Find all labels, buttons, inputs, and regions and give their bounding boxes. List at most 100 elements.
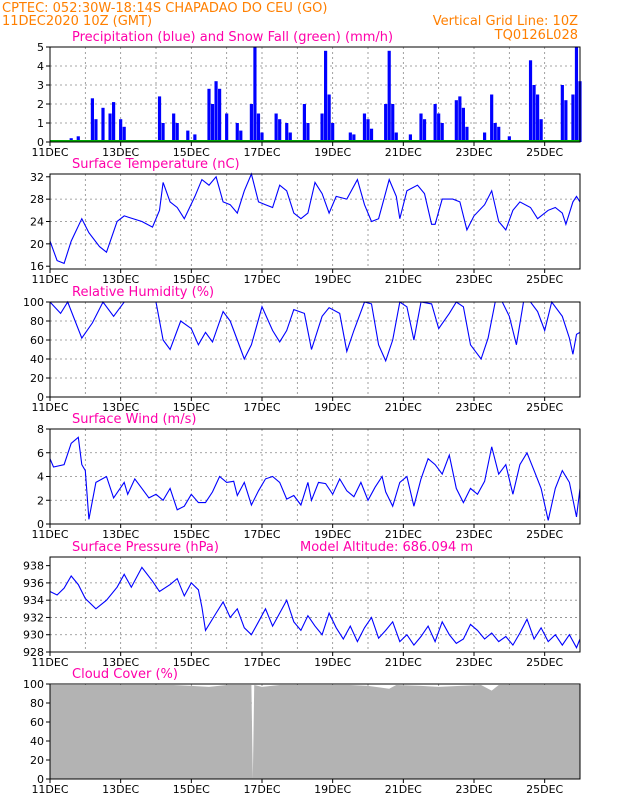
rh-xtick-label: 11DEC — [31, 401, 68, 414]
wind-ytick-label: 0 — [37, 518, 44, 531]
pressure-xtick-label: 25DEC — [526, 656, 563, 669]
precip-xtick-label: 23DEC — [455, 146, 492, 159]
precip-bar — [274, 113, 278, 142]
rh-ytick-label: 60 — [30, 334, 44, 347]
precip-bar — [256, 113, 261, 142]
wind-xtick-label: 23DEC — [455, 528, 492, 541]
cloud-title: Cloud Cover (%) — [72, 667, 178, 682]
precip-bar — [507, 136, 511, 142]
precip-bar — [278, 119, 282, 142]
wind-xtick-label: 19DEC — [314, 528, 351, 541]
precip-bar — [218, 88, 222, 142]
precip-bar — [440, 123, 444, 142]
cloud-area — [50, 684, 580, 779]
precip-bar — [387, 50, 391, 142]
rh-xtick-label: 17DEC — [243, 401, 280, 414]
precip-frame — [49, 46, 581, 143]
wind-xtick-label: 13DEC — [102, 528, 139, 541]
temp-ytick-label: 16 — [30, 260, 44, 273]
precip-bar — [172, 113, 176, 142]
temp-xtick-label: 25DEC — [526, 273, 563, 286]
temp-frame — [49, 173, 581, 270]
precip-xtick-label: 19DEC — [314, 146, 351, 159]
precip-xtick-label: 13DEC — [102, 146, 139, 159]
precip-bar — [394, 132, 398, 142]
precip-bar — [76, 136, 80, 142]
precip-bar — [419, 113, 423, 142]
precip-bar — [90, 98, 94, 142]
pressure-xtick-label: 15DEC — [173, 656, 210, 669]
precip-bar — [497, 126, 501, 142]
precip-bar — [112, 102, 116, 142]
pressure-ytick-label: 938 — [23, 560, 44, 573]
cloud-xtick-label: 25DEC — [526, 783, 563, 796]
precip-xtick-label: 25DEC — [526, 146, 563, 159]
precip-bar — [433, 104, 437, 142]
precip-bar — [422, 119, 427, 142]
wind-xtick-label: 11DEC — [31, 528, 68, 541]
precip-bar — [493, 123, 497, 142]
cloud-xtick-label: 15DEC — [173, 783, 210, 796]
precip-bar — [101, 107, 105, 142]
temp-xtick-label: 13DEC — [102, 273, 139, 286]
precip-bar — [384, 104, 388, 142]
precip-bar — [302, 104, 306, 142]
precip-bar — [210, 104, 215, 142]
precip-xtick-label: 11DEC — [31, 146, 68, 159]
wind-xtick-label: 17DEC — [243, 528, 280, 541]
wind-title: Surface Wind (m/s) — [72, 412, 196, 427]
precip-bar — [483, 132, 487, 142]
pressure-frame — [49, 556, 581, 653]
temp-xtick-label: 21DEC — [385, 273, 422, 286]
precip-bar — [285, 123, 289, 142]
precip-bar — [366, 119, 370, 142]
pressure-xtick-label: 11DEC — [31, 656, 68, 669]
precip-bar — [331, 123, 335, 142]
precip-bar — [108, 113, 112, 142]
wind-ytick-label: 4 — [37, 471, 44, 484]
header-grid-note: Vertical Grid Line: 10Z — [433, 14, 578, 29]
precip-bar — [161, 123, 165, 142]
pressure-xtick-label: 13DEC — [102, 656, 139, 669]
temp-title: Surface Temperature (nC) — [72, 157, 240, 172]
precip-ytick-label: 4 — [37, 60, 44, 73]
precip-bar — [306, 123, 310, 142]
precip-bar — [391, 104, 395, 142]
header-model-code: TQ0126L028 — [494, 28, 578, 43]
precip-bar — [94, 119, 98, 142]
temp-xtick-label: 23DEC — [455, 273, 492, 286]
precip-bar — [207, 88, 211, 142]
rh-frame — [49, 301, 581, 398]
precip-bar — [320, 113, 324, 142]
pressure-xtick-label: 23DEC — [455, 656, 492, 669]
cloud-ytick-label: 80 — [30, 697, 44, 710]
rh-xtick-label: 19DEC — [314, 401, 351, 414]
pressure-ytick-label: 930 — [23, 629, 44, 642]
pressure-xtick-label: 21DEC — [385, 656, 422, 669]
precip-bar — [458, 96, 462, 142]
precip-bar — [536, 94, 540, 142]
pressure-ytick-label: 928 — [23, 646, 44, 659]
precip-ytick-label: 3 — [37, 79, 44, 92]
rh-ytick-label: 20 — [30, 372, 44, 385]
rh-xtick-label: 13DEC — [102, 401, 139, 414]
header-station: CPTEC: 052:30W-18:14S CHAPADAO DO CEU (G… — [2, 1, 327, 16]
temp-xtick-label: 19DEC — [314, 273, 351, 286]
temp-xtick-label: 15DEC — [173, 273, 210, 286]
precip-ytick-label: 5 — [37, 41, 44, 54]
precip-ytick-label: 2 — [37, 98, 44, 111]
temp-ytick-label: 20 — [30, 238, 44, 251]
cloud-ytick-label: 60 — [30, 716, 44, 729]
temp-xtick-label: 17DEC — [243, 273, 280, 286]
cloud-frame — [49, 683, 581, 780]
cloud-ytick-label: 40 — [30, 735, 44, 748]
rh-xtick-label: 23DEC — [455, 401, 492, 414]
precip-bar — [539, 119, 543, 142]
pressure-ytick-label: 936 — [23, 577, 44, 590]
precip-bar — [288, 132, 292, 142]
cloud-ytick-label: 0 — [37, 773, 44, 786]
pressure-ytick-label: 934 — [23, 594, 44, 607]
precip-bar — [369, 128, 374, 142]
precip-bar — [362, 113, 367, 142]
